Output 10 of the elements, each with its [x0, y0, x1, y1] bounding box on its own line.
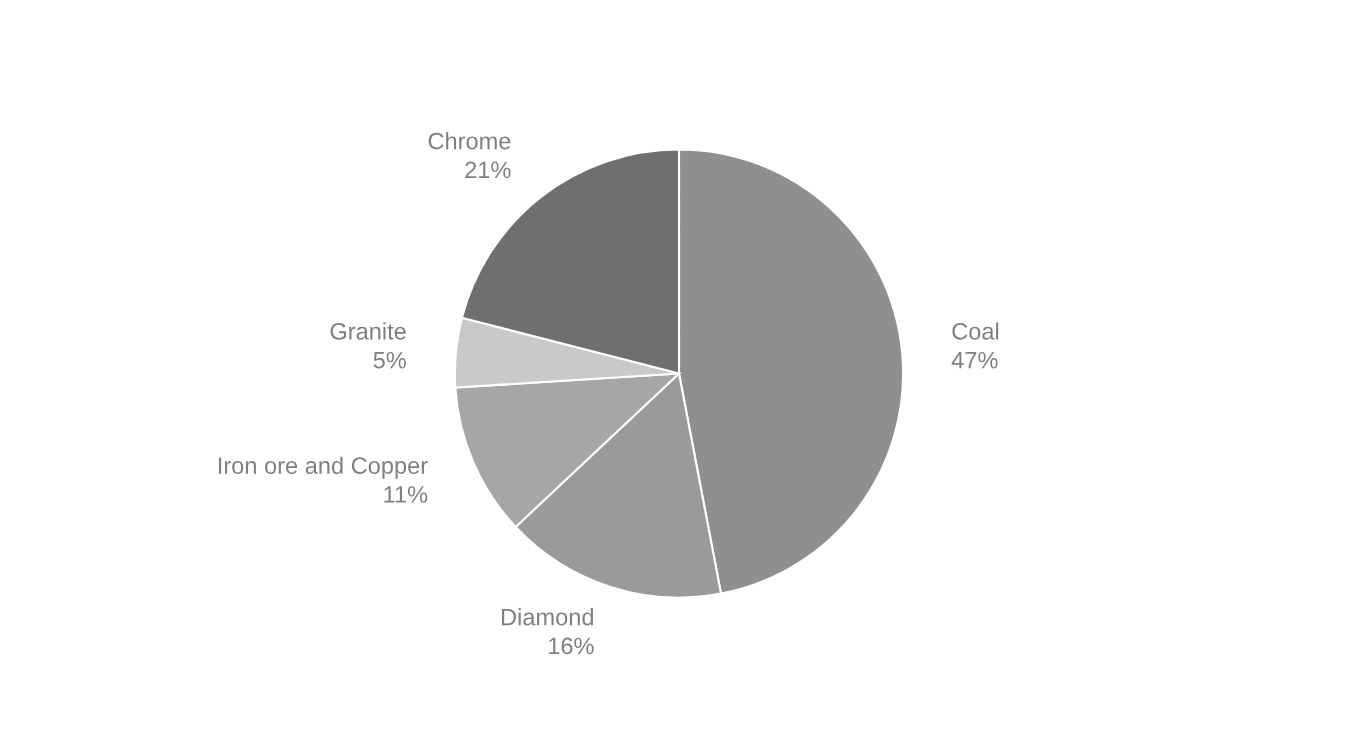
data-label: 16% — [549, 637, 594, 655]
slice-label: Diamond — [501, 608, 593, 626]
data-label: 11% — [384, 486, 428, 503]
data-label: 21% — [465, 161, 511, 179]
slice-label: Iron ore and Copper — [218, 456, 428, 479]
slice-label: Granite — [330, 322, 406, 340]
data-label: 47% — [951, 351, 998, 369]
data-label: 5% — [373, 351, 406, 369]
slice-label: Chrome — [428, 132, 511, 150]
slice-label: Coal — [952, 322, 999, 340]
